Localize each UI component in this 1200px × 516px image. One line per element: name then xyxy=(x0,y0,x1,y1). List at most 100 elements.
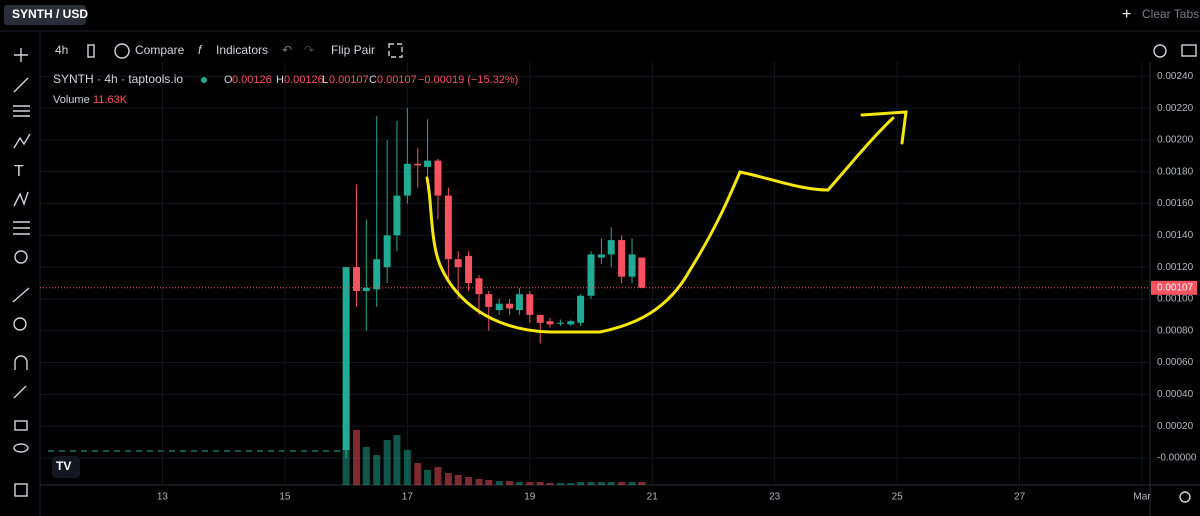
zoom-tool[interactable] xyxy=(13,317,27,331)
lock-drawing-tool[interactable] xyxy=(13,385,27,399)
plus-icon: + xyxy=(1122,6,1131,23)
candle-body xyxy=(434,160,442,196)
undo[interactable]: ↶ xyxy=(282,43,292,57)
ruler-tool[interactable] xyxy=(12,287,30,303)
candle-body xyxy=(342,267,350,451)
candle-body xyxy=(485,294,493,307)
volume-bar xyxy=(577,482,585,485)
lock-tool[interactable] xyxy=(14,420,28,431)
volume-bar xyxy=(597,482,605,485)
volume-bar xyxy=(515,482,523,485)
y-tick-label: 0.00080 xyxy=(1157,325,1194,336)
volume-bar xyxy=(424,470,432,485)
volume-bar xyxy=(536,482,544,485)
volume-bar xyxy=(434,467,442,485)
x-tick-label: 13 xyxy=(157,492,169,503)
candle-body xyxy=(567,321,575,325)
measure-tool[interactable] xyxy=(13,221,30,235)
candle-body xyxy=(618,240,626,277)
legend-h-label: H xyxy=(276,74,284,86)
volume-bar xyxy=(546,483,554,485)
candle-body xyxy=(444,195,452,260)
candle-body xyxy=(362,287,370,291)
volume-bar xyxy=(587,482,595,485)
y-tick-label: 0.00220 xyxy=(1157,103,1194,114)
candle-body xyxy=(536,314,544,323)
interval[interactable]: 4h xyxy=(55,43,68,57)
left-toolbar: T xyxy=(12,48,31,497)
candle-body xyxy=(597,254,605,258)
x-tick-label: 25 xyxy=(892,492,904,503)
y-tick-label: 0.00060 xyxy=(1157,357,1194,368)
legend-l: 0.00107 xyxy=(329,74,369,86)
candle-body xyxy=(454,259,462,268)
candle-body xyxy=(403,163,411,196)
fullscreen-icon[interactable] xyxy=(388,43,403,58)
volume-bar xyxy=(362,447,370,485)
redo[interactable]: ↷ xyxy=(304,43,314,57)
legend-o-label: O xyxy=(224,74,233,86)
forecast-tool[interactable] xyxy=(13,191,29,207)
line-tool[interactable] xyxy=(13,77,29,93)
indicators[interactable]: Indicators xyxy=(216,43,268,57)
axis-settings[interactable] xyxy=(1179,491,1191,503)
volume-value: 11.63K xyxy=(93,94,128,106)
last-price-label: 0.00107 xyxy=(1157,282,1194,293)
legend-h: 0.00126 xyxy=(284,74,324,86)
tab[interactable] xyxy=(4,5,86,25)
volume-bar xyxy=(373,455,381,485)
crosshair-tool[interactable] xyxy=(14,48,28,62)
volume-bar xyxy=(607,482,615,485)
legend-l-label: L xyxy=(322,74,328,86)
x-tick-label: 19 xyxy=(524,492,536,503)
compare[interactable]: Compare xyxy=(135,43,185,57)
volume-bar xyxy=(393,435,401,485)
fx-icon: f xyxy=(198,43,203,57)
fib-tool[interactable] xyxy=(13,105,30,117)
y-tick-label: 0.00200 xyxy=(1157,135,1194,146)
tab-title: SYNTH / USD xyxy=(12,7,88,21)
emoji-tool[interactable] xyxy=(14,250,28,264)
legend-o: 0.00126 xyxy=(232,74,272,86)
volume-bar xyxy=(475,479,483,485)
candle-body xyxy=(424,160,432,167)
candle-body xyxy=(638,257,646,288)
last-price-box xyxy=(1151,280,1197,295)
candle-body xyxy=(495,303,503,311)
clear-tabs[interactable]: Clear Tabs xyxy=(1142,7,1199,21)
candle-body xyxy=(373,259,381,290)
volume-bar xyxy=(383,440,391,485)
volume-bar xyxy=(454,475,462,485)
pattern-tool[interactable] xyxy=(13,133,31,149)
y-tick-label: 0.00180 xyxy=(1157,166,1194,177)
volume-bar xyxy=(485,480,493,485)
x-tick-label: 23 xyxy=(769,492,781,503)
y-tick-label: 0.00100 xyxy=(1157,294,1194,305)
volume-bar xyxy=(567,483,575,485)
legend-c-label: C xyxy=(369,74,377,86)
volume-bar xyxy=(618,482,626,485)
volume-bar xyxy=(353,430,361,485)
magnet-tool[interactable] xyxy=(14,355,28,370)
trash-tool[interactable] xyxy=(14,483,28,497)
hide-tool[interactable] xyxy=(13,443,29,453)
volume-bar xyxy=(638,482,646,485)
volume-bar xyxy=(444,473,452,485)
y-tick-label: 0.00020 xyxy=(1157,421,1194,432)
candle-body xyxy=(475,278,483,295)
x-tick-label: Mar xyxy=(1133,492,1151,503)
settings-icon[interactable] xyxy=(1153,44,1167,58)
volume-label: Volume xyxy=(53,94,90,106)
flip-pair[interactable]: Flip Pair xyxy=(331,43,375,57)
volume-bar xyxy=(628,482,636,485)
logo-text: TV xyxy=(56,459,71,473)
y-tick-label: 0.00240 xyxy=(1157,71,1194,82)
status-dot xyxy=(201,77,207,83)
candle-body xyxy=(353,267,361,291)
text-tool[interactable]: T xyxy=(14,163,24,180)
candle-body xyxy=(546,321,554,325)
candle-body xyxy=(465,256,473,284)
legend-c: 0.00107 xyxy=(377,74,417,86)
candle-icon[interactable] xyxy=(87,44,95,58)
camera-icon[interactable] xyxy=(1181,44,1197,57)
